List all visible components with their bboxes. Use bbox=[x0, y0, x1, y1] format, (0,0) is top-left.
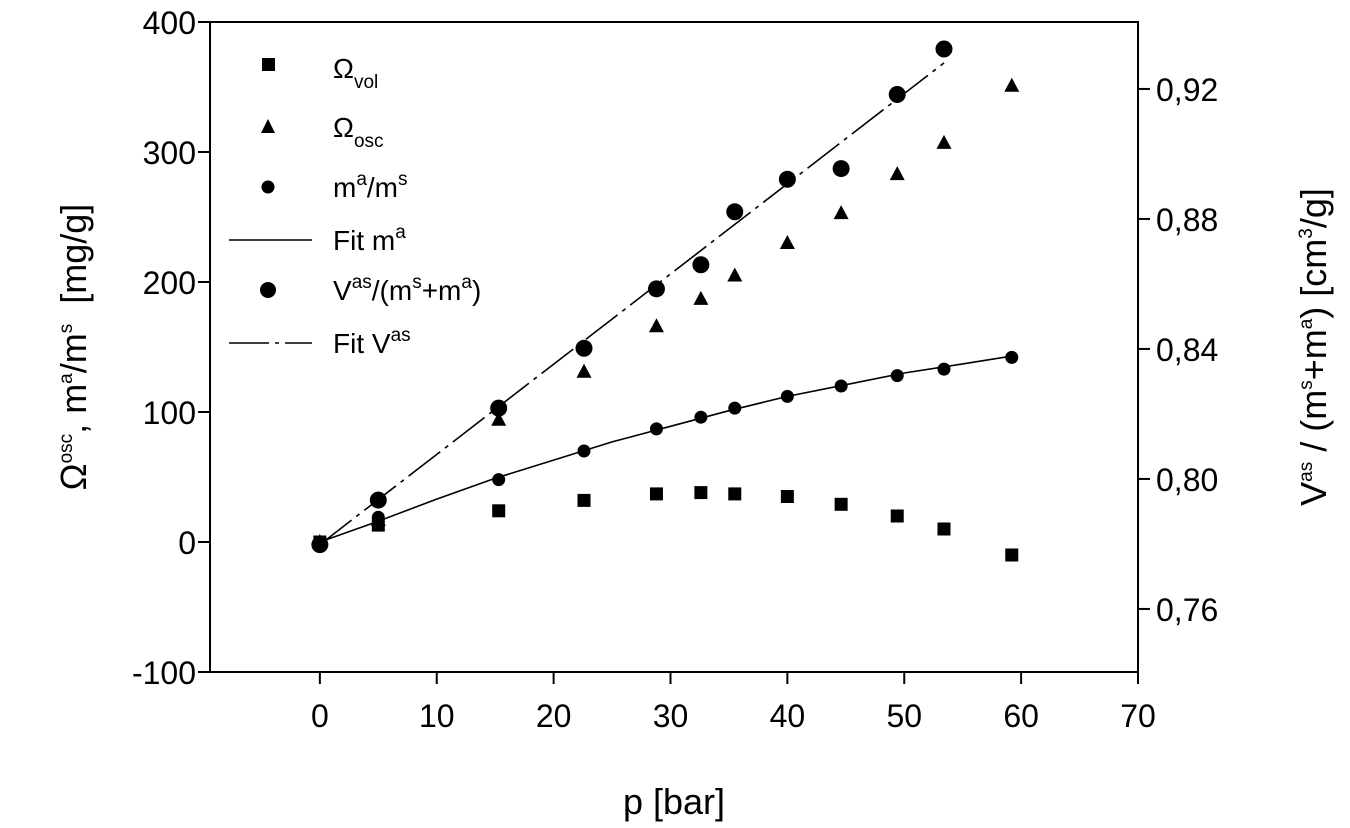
vas-point bbox=[832, 160, 850, 178]
ma-ms-point bbox=[694, 410, 708, 424]
omega-osc-point bbox=[491, 411, 507, 426]
omega-osc-point bbox=[693, 290, 709, 305]
bottom-axis: 0 10 20 30 40 50 60 70 bbox=[311, 672, 1156, 734]
omega-osc-point bbox=[727, 267, 743, 282]
omega-vol-point bbox=[492, 504, 506, 518]
right-axis-title-sup3: a bbox=[1296, 318, 1317, 329]
legend-label-fit-vas: Fit Vas bbox=[333, 325, 411, 359]
x-tick-label: 10 bbox=[419, 698, 455, 734]
omega-vol-point bbox=[577, 493, 591, 507]
right-tick-label: 0,88 bbox=[1156, 202, 1218, 238]
omega-osc-point bbox=[1004, 77, 1020, 92]
right-axis-title-mid3: ) [cm bbox=[1293, 239, 1334, 319]
x-axis-title: p [bar] bbox=[623, 781, 725, 822]
vas-point bbox=[692, 256, 710, 274]
right-tick-label: 0,84 bbox=[1156, 332, 1218, 368]
right-axis-title-sup2: s bbox=[1296, 380, 1317, 390]
omega-vol-point bbox=[937, 522, 951, 536]
vas-point bbox=[311, 536, 329, 554]
vas-point bbox=[935, 40, 953, 58]
omega-osc-point bbox=[889, 166, 905, 181]
left-axis-title-sup3: s bbox=[56, 324, 77, 334]
x-tick-label: 50 bbox=[886, 698, 922, 734]
legend-label-fit-ma: Fit ma bbox=[333, 222, 406, 256]
x-tick-label: 30 bbox=[653, 698, 689, 734]
ma-ms-point bbox=[937, 362, 951, 376]
legend-label-vas: Vas/(ms+ma) bbox=[333, 272, 481, 306]
ma-ms-point bbox=[649, 422, 663, 436]
left-axis-title: Ωosc, ma/ms [mg/g] bbox=[53, 204, 94, 491]
right-axis-title-sup4: 3 bbox=[1296, 228, 1317, 239]
ma-ms-point bbox=[890, 369, 904, 383]
ma-ms-point bbox=[1005, 350, 1019, 364]
left-axis: -100 0 100 200 300 400 bbox=[132, 5, 210, 691]
omega-vol-point bbox=[780, 490, 794, 503]
legend-label-omega-vol: Ωvol bbox=[333, 53, 378, 93]
omega-vol-point bbox=[834, 497, 848, 511]
vas-point bbox=[647, 280, 665, 298]
ma-ms-point bbox=[728, 401, 742, 415]
left-axis-title-mid: , m bbox=[53, 384, 94, 434]
omega-vol-point bbox=[1005, 548, 1019, 562]
fit-vas-line bbox=[319, 62, 945, 546]
right-axis-title: Vas / (ms+ma) [cm3/g] bbox=[1293, 188, 1334, 506]
omega-osc-point bbox=[576, 363, 592, 378]
right-axis-title-mid2: +m bbox=[1293, 329, 1334, 380]
left-axis-title-unit: [mg/g] bbox=[53, 204, 94, 324]
legend-marker-circle-small bbox=[261, 180, 275, 194]
legend-label-omega-osc: Ωosc bbox=[333, 112, 384, 152]
omega-vol-point bbox=[890, 509, 904, 523]
vas-point bbox=[888, 85, 906, 103]
right-axis: 0,76 0,80 0,84 0,88 0,92 bbox=[1138, 72, 1218, 628]
omega-osc-point bbox=[648, 318, 664, 333]
legend-marker-circle-large bbox=[260, 282, 276, 298]
left-axis-title-sup2: a bbox=[56, 373, 77, 384]
omega-vol-point bbox=[694, 486, 708, 500]
left-tick-label: -100 bbox=[132, 655, 196, 691]
x-tick-label: 70 bbox=[1120, 698, 1156, 734]
x-tick-label: 20 bbox=[536, 698, 572, 734]
plot-frame bbox=[209, 21, 1139, 673]
left-axis-title-symbol: Ω bbox=[53, 463, 94, 490]
legend-label-ma-ms: ma/ms bbox=[333, 169, 408, 203]
omega-vol-point bbox=[649, 487, 663, 501]
x-tick-label: 60 bbox=[1003, 698, 1039, 734]
right-tick-label: 0,80 bbox=[1156, 462, 1218, 498]
right-axis-title-sup1: as bbox=[1296, 462, 1317, 482]
left-axis-title-sup1: osc bbox=[56, 434, 77, 464]
x-tick-label: 0 bbox=[311, 698, 329, 734]
right-axis-title-unit: /g] bbox=[1293, 188, 1334, 228]
vas-point bbox=[726, 203, 744, 221]
left-tick-label: 100 bbox=[143, 395, 196, 431]
vas-point bbox=[575, 339, 593, 357]
legend-marker-square bbox=[262, 58, 275, 71]
omega-vol-point bbox=[728, 487, 742, 501]
omega-osc-point bbox=[936, 134, 952, 149]
series-layer bbox=[311, 40, 1020, 562]
left-tick-label: 0 bbox=[178, 525, 196, 561]
fit-ma-line bbox=[319, 355, 1012, 543]
omega-osc-point bbox=[833, 205, 849, 220]
legend: Ωvol Ωosc ma/ms Fit ma Vas/(ms+ma) Fit V… bbox=[229, 53, 481, 359]
right-tick-label: 0,76 bbox=[1156, 592, 1218, 628]
left-tick-label: 400 bbox=[143, 5, 196, 41]
right-axis-title-mid: / (m bbox=[1293, 390, 1334, 462]
right-axis-title-base: V bbox=[1293, 482, 1334, 506]
right-tick-label: 0,92 bbox=[1156, 72, 1218, 108]
omega-osc-point bbox=[779, 235, 795, 249]
legend-marker-triangle bbox=[261, 119, 275, 133]
vas-point bbox=[778, 170, 796, 188]
left-tick-label: 200 bbox=[143, 265, 196, 301]
x-tick-label: 40 bbox=[770, 698, 806, 734]
left-tick-label: 300 bbox=[143, 135, 196, 171]
left-axis-title-mid2: /m bbox=[53, 333, 94, 373]
